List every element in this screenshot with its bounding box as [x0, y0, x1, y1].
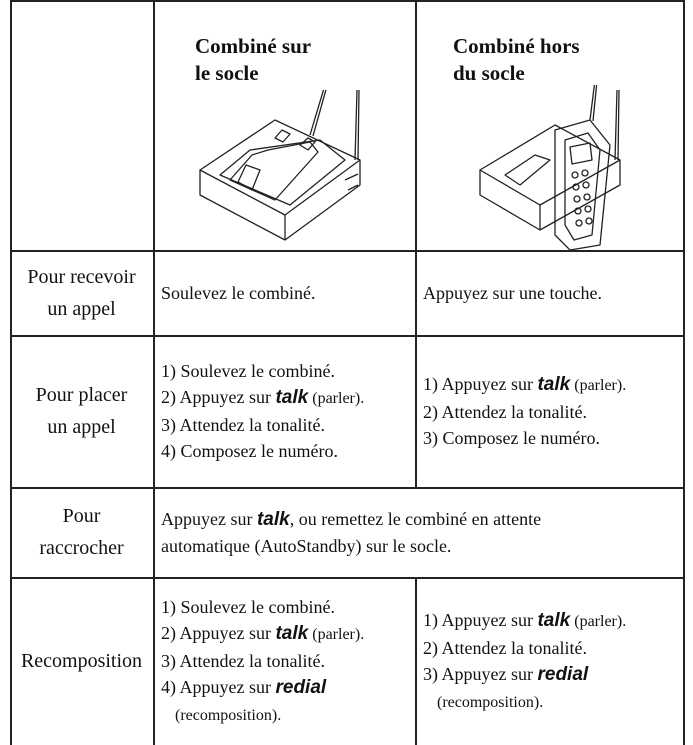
text: 2) Attendez la tonalité. [423, 402, 587, 422]
label-line: Pour placer [35, 384, 128, 406]
text: Soulevez le combiné. [161, 282, 316, 303]
rule [10, 335, 683, 337]
row-label: Recomposition [10, 577, 153, 745]
text-line: automatique (AutoStandby) sur le socle. [161, 533, 683, 559]
cell: Soulevez le combiné. [155, 250, 415, 335]
text: 3) Attendez la tonalité. [161, 650, 325, 671]
cell: Appuyez sur talk, ou remettez le combiné… [155, 487, 683, 577]
note: (parler). [574, 377, 627, 394]
text: 3) Attendez la tonalité. [161, 415, 325, 435]
text-line: (recomposition). [161, 701, 415, 729]
key-name: talk [256, 508, 290, 530]
text-line: 4) Appuyez sur redial [161, 674, 415, 701]
rule [683, 0, 685, 745]
header-line: du socle [453, 61, 525, 85]
text-line: Soulevez le combiné. [161, 280, 415, 306]
text-line: 2) Attendez la tonalité. [423, 399, 683, 425]
row-label: Pour raccrocher [10, 487, 153, 577]
text-line: 2) Appuyez sur talk (parler). [161, 620, 415, 648]
label-line: Recomposition [20, 650, 143, 672]
label-line: raccrocher [39, 537, 124, 559]
cell: 1) Appuyez sur talk (parler). 2) Attendez … [417, 577, 683, 745]
text: 3) Composez le numéro. [423, 428, 600, 448]
rule [10, 250, 683, 252]
text-line: 3) Composez le numéro. [423, 425, 683, 451]
key-name: talk [537, 609, 571, 631]
key-name: talk [275, 622, 309, 644]
row-label: Pour placer un appel [10, 335, 153, 487]
text-line: 1) Soulevez le combiné. [161, 594, 415, 620]
header-col3: Combiné hors du socle [453, 33, 580, 87]
text-line: 3) Attendez la tonalité. [161, 412, 415, 438]
text-line: 3) Attendez la tonalité. [161, 648, 415, 674]
text-line: 2) Attendez la tonalité. [423, 635, 683, 661]
cell: 1) Soulevez le combiné. 2) Appuyez sur ta… [155, 577, 415, 745]
text: Appuyez sur une touche. [423, 282, 602, 303]
phone-on-base [199, 90, 361, 241]
text-line: 4) Composez le numéro. [161, 438, 415, 464]
header-line: le socle [195, 61, 259, 85]
cell: 1) Soulevez le combiné. 2) Appuyez sur ta… [155, 335, 415, 487]
text-line: 1) Soulevez le combiné. [161, 358, 415, 384]
note: (parler). [312, 625, 365, 643]
note: (recomposition). [175, 706, 282, 724]
rule [415, 0, 417, 250]
text: 1) Soulevez le combiné. [161, 361, 335, 381]
text-line: 3) Appuyez sur redial [423, 661, 683, 688]
text: automatique (AutoStandby) sur le socle. [161, 535, 452, 556]
rule [10, 487, 683, 489]
text-line: 1) Appuyez sur talk (parler). [423, 607, 683, 635]
key-name: talk [275, 387, 309, 408]
rule [10, 577, 683, 579]
label-line: un appel [47, 297, 116, 320]
rule [415, 335, 417, 487]
text: 3) Appuyez sur [423, 663, 538, 684]
text-line: (recomposition). [423, 688, 683, 716]
text-line: 1) Appuyez sur talk (parler). [423, 371, 683, 399]
text: 1) Soulevez le combiné. [161, 596, 335, 617]
text: 1) Appuyez sur [423, 609, 538, 630]
phone-off-base [479, 85, 621, 250]
text: 2) Appuyez sur [161, 387, 276, 407]
key-name: redial [275, 676, 327, 698]
key-name: redial [537, 663, 589, 685]
rule [415, 250, 417, 335]
header-line: Combiné sur [195, 34, 312, 58]
text-line: Appuyez sur talk, ou remettez le combiné… [161, 506, 683, 533]
text-line: 2) Appuyez sur talk (parler). [161, 384, 415, 412]
text: Appuyez sur [161, 508, 257, 529]
rule [10, 0, 683, 2]
note: (parler). [574, 612, 627, 630]
key-name: talk [537, 374, 571, 395]
text: 2) Attendez la tonalité. [423, 637, 587, 658]
row-label: Pour recevoir un appel [10, 250, 153, 335]
rule [153, 0, 155, 745]
text: 4) Appuyez sur [161, 676, 276, 697]
note: (recomposition). [437, 693, 544, 711]
cell: Appuyez sur une touche. [417, 250, 683, 335]
text-line: Appuyez sur une touche. [423, 280, 683, 306]
rule [415, 577, 417, 745]
header-line: Combiné hors [453, 34, 580, 58]
label-line: Pour recevoir [27, 265, 136, 288]
text: , ou remettez le combiné en attente [289, 508, 542, 529]
rule [10, 0, 12, 745]
cell: 1) Appuyez sur talk (parler). 2) Attendez … [417, 335, 683, 487]
header-col2: Combiné sur le socle [195, 33, 311, 87]
label-line: Pour [62, 505, 101, 527]
label-line: un appel [47, 416, 116, 438]
text: 4) Composez le numéro. [161, 441, 338, 461]
text: 2) Appuyez sur [161, 622, 276, 643]
note: (parler). [312, 390, 365, 407]
text: 1) Appuyez sur [423, 374, 538, 394]
